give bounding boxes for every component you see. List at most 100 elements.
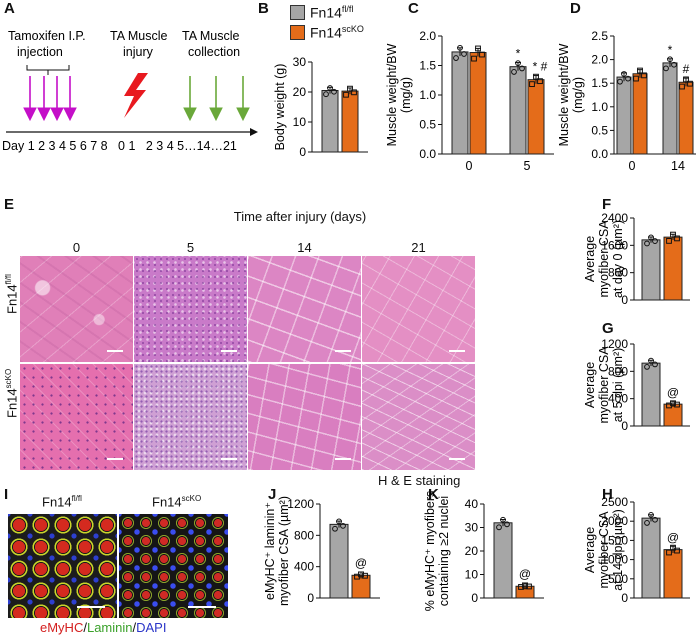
chart-g-point <box>670 400 676 407</box>
chart-f-point <box>670 231 676 238</box>
chart-k: 0 10 20 30 40 % eMyHC⁺ myofibers containing ≥2… <box>423 491 544 611</box>
chart-c-tick-label: 0.0 <box>419 147 436 161</box>
if-title-sc: Fn14scKO <box>152 494 202 510</box>
panel-label-h: H <box>602 486 613 503</box>
he-image-fl-day0 <box>20 256 133 362</box>
if-stain-emyhc: eMyHC <box>40 620 84 635</box>
chart-c-point <box>475 45 481 52</box>
timeline-arrowhead <box>250 128 258 136</box>
chart-b-tick-label: 20 <box>293 85 307 99</box>
chart-h-point <box>666 549 672 556</box>
chart-d-tick-label: 2.0 <box>591 53 608 67</box>
he-image-sc-day0 <box>20 364 133 470</box>
injection-bracket <box>26 65 70 75</box>
chart-d-point <box>641 72 647 79</box>
chart-b-point <box>343 91 349 98</box>
chart-d-bar <box>632 73 648 155</box>
collection-label-line2: collection <box>188 45 240 59</box>
chart-c-point <box>461 51 467 57</box>
chart-k-tick-label: 0 <box>471 591 478 605</box>
chart-d-ylabel: Muscle weight/BW <box>557 43 571 146</box>
chart-k-tick-label: 40 <box>465 497 479 511</box>
chart-h-point <box>644 520 650 526</box>
he-image-fl-day14 <box>248 256 361 362</box>
chart-c-tick-label: 0.5 <box>419 118 436 132</box>
chart-c-point <box>537 78 543 85</box>
panel-label-i: I <box>4 486 9 503</box>
he-image-sc-day21 <box>362 364 475 470</box>
chart-d-point <box>683 76 689 83</box>
chart-c-tick-label: 2.0 <box>419 29 436 43</box>
if-title-fl: Fn14fl/fl <box>42 494 82 510</box>
panel-label-k: K <box>428 486 439 503</box>
chart-g-tick-label: 1200 <box>601 337 628 351</box>
timeline-days: Day 1 2 3 4 5 6 7 8 0 1 2 3 4 5…14…21 <box>2 139 237 153</box>
chart-g-tick-label: 800 <box>608 364 628 378</box>
chart-d-point <box>621 71 627 77</box>
if-stain-sep1: / <box>83 620 87 635</box>
chart-h-tick-label: 2000 <box>601 514 628 528</box>
chart-d-point <box>637 67 643 74</box>
timeline-schematic: Tamoxifen I.P. injection TA Muscle injur… <box>2 29 258 153</box>
chart-b-point <box>331 88 337 95</box>
panel-label-d: D <box>570 0 581 17</box>
injury-label-line1: TA Muscle <box>110 29 167 43</box>
chart-f-tick-label: 0 <box>621 293 628 307</box>
chart-j-tick-label: 1200 <box>287 497 314 511</box>
if-image-fl <box>8 514 117 618</box>
chart-c-annotation: * # <box>533 60 548 74</box>
chart-d-category-label: 0 <box>629 159 636 173</box>
chart-h-ylabel: myofiber CSA <box>597 511 611 589</box>
chart-h-ylabel: at 14 dpi (µm²) <box>611 509 625 591</box>
chart-c-point <box>471 55 477 62</box>
chart-d-tick-label: 1.0 <box>591 100 608 114</box>
chart-c-bar <box>509 66 527 155</box>
chart-c-annotation: * <box>516 47 521 61</box>
legend-entry-fl: Fn14fl/fl <box>290 2 364 22</box>
chart-j-point <box>358 571 364 578</box>
histology-row-label-sc: Fn14scKO <box>4 368 20 418</box>
histology-col-21: 21 <box>411 240 426 255</box>
chart-h-point <box>674 547 680 554</box>
if-stain-dapi: DAPI <box>136 620 167 635</box>
histology-axis-title: Time after injury (days) <box>233 209 367 224</box>
chart-c: 0.0 0.5 1.0 1.5 2.0 Muscle weight/BW (mg/g) 0 * *… <box>385 29 554 173</box>
chart-h-tick-label: 500 <box>608 572 628 586</box>
chart-c-bar <box>527 79 545 155</box>
chart-g-point <box>674 401 680 408</box>
chart-d-category-label: 14 <box>671 159 685 173</box>
chart-b-point <box>351 89 357 96</box>
chart-c-point <box>533 73 539 80</box>
panel-label-f: F <box>602 196 612 213</box>
chart-f-ylabel: at day 0 (µm²) <box>611 220 625 298</box>
injury-label-line2: injury <box>123 45 154 59</box>
chart-h-point <box>670 544 676 551</box>
chart-h: 0 500 1000 1500 2000 2500 Average myofiber CSA a… <box>583 495 690 605</box>
chart-f-ylabel: Average <box>583 236 597 282</box>
chart-c-bar <box>451 51 469 155</box>
chart-k-annotation: @ <box>519 567 531 581</box>
chart-d-point <box>633 75 639 82</box>
chart-f-point <box>648 234 654 241</box>
he-image-sc-day5 <box>134 364 247 470</box>
chart-j-tick-label: 400 <box>294 560 314 574</box>
chart-k-point <box>500 516 506 523</box>
chart-d-bar <box>678 81 694 155</box>
chart-d-point <box>687 80 693 87</box>
chart-b-point <box>347 85 353 92</box>
chart-d-bar <box>616 76 632 155</box>
chart-c-point <box>457 44 463 51</box>
chart-g-bar <box>641 362 661 427</box>
chart-c-point <box>529 81 535 88</box>
chart-f-tick-label: 1600 <box>601 238 628 252</box>
chart-c-point <box>479 51 485 58</box>
chart-k-tick-label: 20 <box>465 544 479 558</box>
injection-arrows <box>23 76 77 122</box>
chart-b-bar <box>321 90 339 153</box>
chart-b-tick-label: 30 <box>293 55 307 69</box>
chart-j: 0 400 800 1200 eMyHC⁺ laminin⁺ myofiber CSA (… <box>263 496 380 606</box>
histology-col-14: 14 <box>297 240 312 255</box>
chart-g-annotation: @ <box>667 385 679 399</box>
chart-h-ylabel: Average <box>583 527 597 573</box>
chart-h-annotation: @ <box>667 530 679 544</box>
